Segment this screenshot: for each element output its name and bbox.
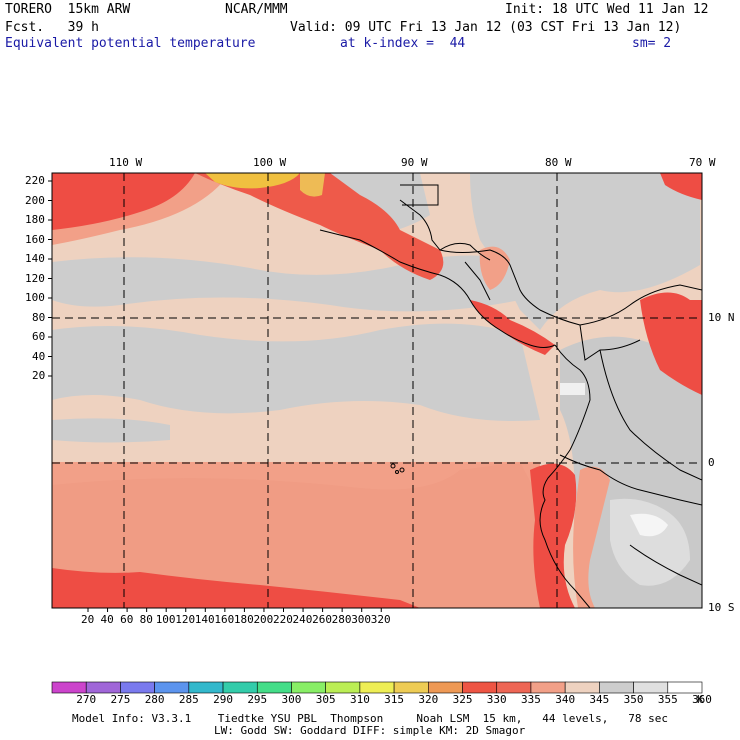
colorbar-swatch bbox=[393, 681, 429, 694]
x-tick-label: 160 bbox=[214, 613, 235, 626]
y-tick-label: 120 bbox=[25, 271, 45, 285]
physics-info: LW: Godd SW: Goddard DIFF: simple KM: 2D… bbox=[214, 724, 526, 737]
colorbar-swatch bbox=[599, 681, 634, 694]
y-tick-label: 140 bbox=[25, 252, 45, 265]
colorbar-label: 285 bbox=[178, 693, 199, 706]
lat-label-10s: 10 S bbox=[708, 601, 735, 614]
x-tick-label: 300 bbox=[351, 613, 372, 626]
smoothing-label: sm= 2 bbox=[632, 36, 672, 51]
x-tick-label: 80 bbox=[139, 613, 153, 626]
colorbar-label: 295 bbox=[247, 693, 268, 706]
band-345-350 bbox=[52, 255, 520, 312]
colorbar-swatch bbox=[325, 681, 361, 694]
colorbar-swatch bbox=[530, 681, 566, 694]
x-tick-label: 100 bbox=[155, 613, 176, 626]
colorbar-swatch bbox=[359, 681, 395, 694]
colorbar-label: 330 bbox=[486, 693, 507, 706]
y-tick-label: 180 bbox=[25, 213, 45, 226]
x-tick-label: 320 bbox=[370, 613, 391, 626]
level-label: at k-index = 44 bbox=[340, 36, 466, 51]
x-tick-label: 20 bbox=[81, 613, 95, 626]
colorbar-swatch bbox=[291, 681, 326, 694]
model-info: Model Info: V3.3.1 Tiedtke YSU PBL Thomp… bbox=[72, 712, 669, 725]
lat-label-10n: 10 N bbox=[708, 311, 735, 324]
colorbar-swatch bbox=[222, 681, 258, 694]
colorbar-label: 320 bbox=[418, 693, 439, 706]
colorbar-swatch bbox=[85, 681, 121, 694]
y-tick-label: 20 bbox=[32, 369, 46, 382]
colorbar-label: 275 bbox=[110, 693, 131, 706]
x-tick-label: 60 bbox=[120, 613, 134, 626]
colorbar-swatch bbox=[667, 681, 703, 694]
colorbar bbox=[51, 681, 703, 694]
colorbar-label: 335 bbox=[521, 693, 541, 706]
x-tick-label: 280 bbox=[331, 613, 352, 626]
x-tick-label: 120 bbox=[175, 613, 196, 626]
colorbar-label: 270 bbox=[76, 693, 97, 706]
y-tick-label: 160 bbox=[25, 232, 45, 246]
colorbar-swatch bbox=[496, 681, 532, 694]
x-tick-label: 260 bbox=[312, 613, 332, 626]
init-time: Init: 18 UTC Wed 11 Jan 12 bbox=[505, 2, 709, 17]
org-label: NCAR/MMM bbox=[225, 2, 288, 17]
colorbar-swatch bbox=[633, 681, 669, 694]
x-tick-label: 240 bbox=[292, 613, 313, 626]
colorbar-swatch bbox=[154, 681, 190, 694]
y-tick-label: 200 bbox=[25, 193, 45, 207]
band-350-355 bbox=[610, 498, 690, 586]
y-tick-label: 60 bbox=[32, 330, 46, 343]
colorbar-swatch bbox=[188, 681, 224, 694]
colorbar-label: 300 bbox=[281, 693, 302, 706]
x-tick-label: 200 bbox=[253, 613, 274, 626]
colorbar-label: 345 bbox=[589, 693, 610, 706]
coastlines bbox=[319, 184, 702, 608]
colorbar-swatch bbox=[51, 681, 87, 694]
plot-frame bbox=[51, 172, 703, 609]
x-tick-label: 40 bbox=[100, 613, 114, 626]
y-tick-label: 220 bbox=[25, 174, 45, 187]
colorbar-label: 350 bbox=[623, 693, 644, 706]
colorbar-label: 325 bbox=[452, 693, 473, 706]
axis-ticks bbox=[48, 180, 382, 612]
x-tick-label: 220 bbox=[273, 613, 293, 626]
colorbar-label: 355 bbox=[657, 693, 678, 706]
y-tick-label: 100 bbox=[25, 291, 45, 304]
forecast-hour: Fcst. 39 h bbox=[5, 20, 99, 35]
lon-label-90w: 90 W bbox=[401, 156, 428, 169]
field-name: Equivalent potential temperature bbox=[5, 36, 256, 51]
y-tick-label: 80 bbox=[32, 310, 46, 324]
valid-time: Valid: 09 UTC Fri 13 Jan 12 (03 CST Fri … bbox=[290, 20, 682, 35]
colorbar-label: 315 bbox=[384, 693, 405, 706]
colorbar-swatch bbox=[428, 681, 463, 694]
lon-label-100w: 100 W bbox=[253, 156, 287, 169]
lon-label-80w: 80 W bbox=[545, 156, 572, 169]
colorbar-label: 310 bbox=[349, 693, 370, 706]
y-tick-label: 40 bbox=[32, 349, 46, 363]
field-shading bbox=[52, 173, 702, 608]
colorbar-label: 305 bbox=[315, 693, 336, 706]
x-tick-label: 180 bbox=[233, 613, 254, 626]
colorbar-label: 290 bbox=[213, 693, 233, 706]
colorbar-label: 340 bbox=[555, 693, 576, 706]
x-tick-label: 140 bbox=[194, 613, 215, 626]
colorbar-label: 280 bbox=[144, 693, 165, 706]
colorbar-unit: K bbox=[697, 693, 704, 706]
graticule bbox=[52, 173, 702, 608]
colorbar-swatch bbox=[564, 681, 600, 694]
colorbar-swatch bbox=[120, 681, 155, 694]
model-title: TORERO 15km ARW bbox=[5, 2, 131, 17]
band-320-325 bbox=[205, 173, 300, 189]
colorbar-swatch bbox=[256, 681, 292, 694]
colorbar-swatch bbox=[462, 681, 498, 694]
lon-label-70w: 70 W bbox=[689, 156, 716, 169]
lat-label-0: 0 bbox=[708, 456, 715, 469]
lon-label-110w: 110 W bbox=[109, 156, 143, 169]
colorbar-label: 360 bbox=[692, 693, 712, 706]
